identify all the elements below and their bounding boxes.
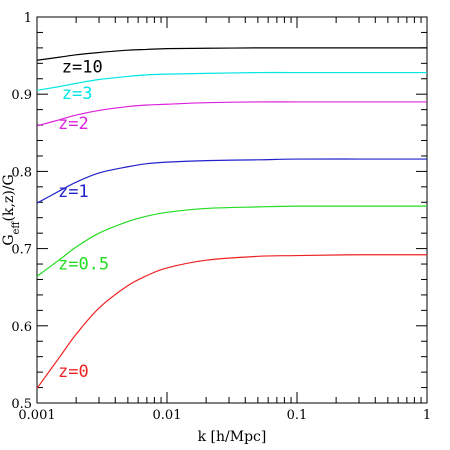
y-tick-label: 0.9 — [11, 88, 32, 103]
series-line-z-10 — [36, 47, 427, 61]
y-axis-label-sub: eff — [11, 221, 22, 235]
series-line-z-0-5 — [36, 205, 427, 277]
series-label-z-0: z=0 — [58, 362, 89, 382]
x-tick-label: 0.1 — [287, 408, 308, 423]
axis-ticks — [36, 16, 428, 404]
y-tick-label: 1 — [24, 11, 32, 26]
series-label-z-3: z=3 — [62, 84, 93, 104]
series-label-z-2: z=2 — [58, 114, 89, 134]
series-lines — [36, 47, 428, 389]
y-tick-label: 0.5 — [11, 397, 32, 412]
series-line-z-1 — [36, 158, 427, 204]
y-tick-label: 0.8 — [11, 165, 32, 180]
series-label-z-0-5: z=0.5 — [58, 254, 109, 274]
x-tick-label: 1 — [423, 408, 431, 423]
y-axis-label-rest: (k,z)/G — [1, 174, 17, 221]
x-axis-label: k [h/Mpc] — [198, 429, 267, 445]
plot-frame — [36, 16, 428, 404]
series-line-z-3 — [36, 71, 427, 91]
y-axis-label: Geff(k,z)/G — [1, 174, 22, 245]
y-axis-label-base: G — [1, 234, 17, 245]
series-label-z-10: z=10 — [62, 58, 103, 78]
series-labels: z=10 z=3 z=2 z=1 z=0.5 z=0 — [58, 58, 109, 382]
y-tick-label: 0.7 — [11, 243, 32, 258]
series-line-z-2 — [36, 101, 427, 127]
x-tick-label: 0.01 — [153, 408, 182, 423]
plot-border — [36, 16, 428, 404]
series-label-z-1: z=1 — [58, 182, 89, 202]
series-line-z-0 — [36, 254, 428, 389]
y-tick-label: 0.6 — [11, 320, 32, 335]
tick-labels: 0.001 0.01 0.1 1 0.5 0.6 0.7 0.8 0.9 1 — [11, 11, 431, 423]
x-tick-label: 0.001 — [18, 408, 55, 423]
